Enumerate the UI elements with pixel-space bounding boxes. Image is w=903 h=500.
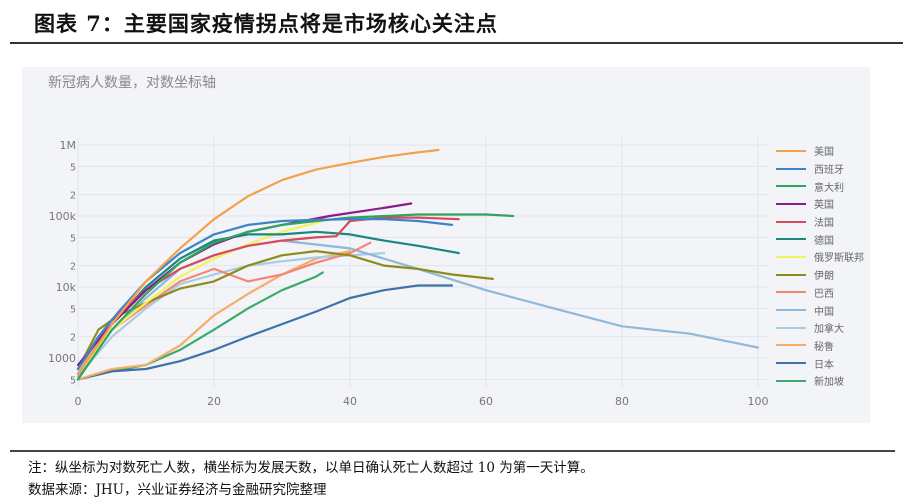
legend-item[interactable]: 俄罗斯联邦	[776, 248, 864, 266]
legend-swatch	[776, 255, 806, 258]
legend-label: 日本	[814, 359, 834, 371]
legend-swatch	[776, 167, 806, 170]
legend-item[interactable]: 美国	[776, 142, 864, 160]
legend-label: 秘鲁	[814, 341, 834, 353]
legend-item[interactable]: 英国	[776, 195, 864, 213]
y-tick-label: 10k	[56, 281, 77, 294]
title-rule	[10, 42, 903, 44]
series-line	[76, 230, 460, 375]
legend-label: 巴西	[814, 288, 834, 300]
legend-label: 中国	[814, 306, 834, 318]
y-tick-label: 2	[70, 262, 76, 273]
legend-swatch	[776, 202, 806, 205]
legend-swatch	[776, 291, 806, 294]
legend-label: 英国	[814, 200, 834, 212]
series-line	[76, 148, 440, 375]
footer-rule	[10, 450, 895, 452]
legend-item[interactable]: 日本	[776, 354, 864, 372]
legend-label: 西班牙	[814, 165, 844, 177]
series-line	[76, 284, 454, 381]
series-line	[76, 202, 413, 366]
legend-item[interactable]: 加拿大	[776, 319, 864, 337]
legend-swatch	[776, 326, 806, 329]
legend-swatch	[776, 149, 806, 152]
legend-swatch	[776, 273, 806, 276]
figure-title: 图表 7：主要国家疫情拐点将是市场核心关注点	[34, 11, 498, 36]
series-line	[76, 252, 386, 378]
data-source: 数据来源：JHU，兴业证券经济与金融研究院整理	[28, 482, 327, 498]
x-tick-label: 60	[479, 395, 493, 408]
legend-swatch	[776, 309, 806, 312]
x-tick-label: 40	[343, 395, 357, 408]
chart-panel	[22, 67, 870, 423]
legend-swatch	[776, 362, 806, 365]
legend-swatch	[776, 379, 806, 382]
legend-label: 德国	[814, 235, 834, 247]
y-tick-label: 2	[70, 333, 76, 344]
legend-item[interactable]: 西班牙	[776, 160, 864, 178]
legend-item[interactable]: 伊朗	[776, 266, 864, 284]
legend-label: 伊朗	[814, 271, 834, 283]
chart-subtitle: 新冠病人数量，对数坐标轴	[48, 75, 216, 91]
y-tick-label: 1M	[60, 139, 77, 152]
x-tick-label: 80	[615, 395, 629, 408]
legend-label: 美国	[814, 147, 834, 159]
series-line	[76, 239, 760, 378]
series-line	[76, 250, 352, 381]
y-tick-label: 5	[70, 304, 76, 315]
series-line	[76, 271, 324, 381]
legend-swatch	[776, 238, 806, 241]
legend-label: 俄罗斯联邦	[814, 253, 864, 265]
chart-legend: 美国西班牙意大利英国法国德国俄罗斯联邦伊朗巴西中国加拿大秘鲁日本新加坡	[776, 142, 864, 390]
x-tick-label: 0	[75, 395, 82, 408]
legend-item[interactable]: 中国	[776, 301, 864, 319]
legend-item[interactable]: 新加坡	[776, 372, 864, 390]
y-tick-label: 5	[70, 233, 76, 244]
chart-note: 注：纵坐标为对数死亡人数，横坐标为发展天数，以单日确认死亡人数超过 10 为第一…	[28, 460, 594, 476]
y-tick-label: 5	[70, 375, 76, 386]
legend-item[interactable]: 意大利	[776, 177, 864, 195]
legend-label: 法国	[814, 218, 834, 230]
x-tick-label: 100	[748, 395, 769, 408]
legend-item[interactable]: 法国	[776, 213, 864, 231]
legend-item[interactable]: 德国	[776, 230, 864, 248]
legend-swatch	[776, 344, 806, 347]
series-line	[76, 218, 454, 371]
legend-item[interactable]: 秘鲁	[776, 337, 864, 355]
legend-label: 新加坡	[814, 377, 844, 389]
legend-label: 意大利	[814, 182, 844, 194]
y-tick-label: 2	[70, 191, 76, 202]
y-tick-label: 5	[70, 162, 76, 173]
legend-label: 加拿大	[814, 324, 844, 336]
legend-item[interactable]: 巴西	[776, 284, 864, 302]
legend-swatch	[776, 185, 806, 188]
y-tick-label: 100k	[49, 210, 77, 223]
legend-swatch	[776, 220, 806, 223]
y-tick-label: 1000	[48, 352, 76, 365]
x-tick-label: 20	[207, 395, 221, 408]
series-line	[76, 213, 515, 381]
